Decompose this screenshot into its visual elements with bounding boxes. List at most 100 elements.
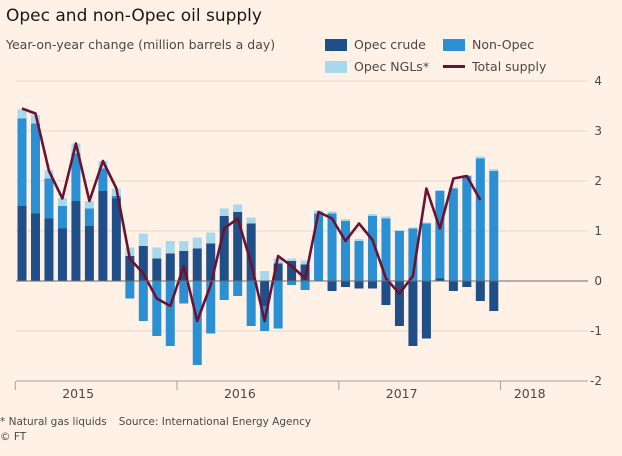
bar-opec-crude <box>394 281 404 326</box>
y-tick-label: 0 <box>594 274 602 288</box>
bar-non-opec <box>192 281 202 365</box>
bar-opec-ngls <box>341 219 351 221</box>
bar-non-opec <box>84 208 94 226</box>
bar-non-opec <box>17 118 27 206</box>
bar-opec-crude <box>138 246 148 281</box>
bar-non-opec <box>152 281 162 336</box>
bar-non-opec <box>394 231 404 281</box>
bar-opec-crude <box>192 248 202 281</box>
copyright: © FT <box>0 431 27 443</box>
bar-non-opec <box>435 191 445 279</box>
y-tick-label: -2 <box>590 374 602 388</box>
x-tick-label-year: 2017 <box>386 386 418 401</box>
bar-non-opec <box>233 281 243 296</box>
bar-opec-ngls <box>192 237 202 249</box>
bars <box>17 109 499 365</box>
bar-opec-ngls <box>17 109 27 119</box>
bar-opec-crude <box>260 281 270 306</box>
bar-opec-crude <box>435 278 445 281</box>
bar-opec-ngls <box>367 214 377 216</box>
bar-opec-ngls <box>408 227 418 229</box>
bar-non-opec <box>462 176 472 281</box>
bar-opec-crude <box>17 206 27 281</box>
bar-non-opec <box>341 221 351 281</box>
chart-subtitle: Year-on-year change (million barrels a d… <box>6 37 276 52</box>
bar-non-opec <box>327 213 337 281</box>
bar-opec-crude <box>165 253 175 281</box>
bar-opec-crude <box>341 281 351 287</box>
bar-opec-ngls <box>84 201 94 209</box>
chart-title: Opec and non-Opec oil supply <box>6 6 262 26</box>
bar-opec-crude <box>327 281 337 291</box>
bar-opec-ngls <box>165 241 175 254</box>
bar-opec-crude <box>206 243 216 281</box>
x-tick-label-year: 2018 <box>514 386 546 401</box>
total-supply-line <box>21 107 482 323</box>
bar-non-opec <box>125 281 135 299</box>
bar-opec-ngls <box>448 187 458 189</box>
bar-opec-ngls <box>287 258 297 261</box>
bar-opec-crude <box>84 226 94 281</box>
bar-opec-ngls <box>394 230 404 231</box>
bar-non-opec <box>206 281 216 334</box>
bar-non-opec <box>314 213 324 281</box>
bar-non-opec <box>367 216 377 281</box>
bar-opec-ngls <box>219 208 229 216</box>
bar-opec-ngls <box>327 211 337 214</box>
bar-opec-ngls <box>475 156 485 159</box>
bar-non-opec <box>273 281 283 329</box>
y-tick-label: 1 <box>594 224 602 238</box>
bar-opec-crude <box>421 281 431 339</box>
bar-opec-ngls <box>233 204 243 212</box>
bar-opec-crude <box>354 281 364 289</box>
bar-opec-ngls <box>57 198 67 206</box>
bar-non-opec <box>489 171 499 281</box>
bar-opec-crude <box>448 281 458 291</box>
bar-opec-crude <box>367 281 377 289</box>
bar-non-opec <box>165 281 175 346</box>
chart-plot: 4 3 2 1 0 -1 -2 2015 2016 2017 2018 <box>14 74 602 401</box>
bar-non-opec <box>138 281 148 321</box>
bar-non-opec <box>71 153 81 201</box>
bar-non-opec <box>246 281 256 326</box>
bar-opec-crude <box>152 258 162 281</box>
bar-opec-crude <box>30 213 40 281</box>
bar-opec-crude <box>98 191 108 281</box>
x-tick-label-year: 2016 <box>224 386 256 401</box>
y-tick-label: -1 <box>590 324 602 338</box>
bar-opec-crude <box>233 212 243 281</box>
bar-opec-ngls <box>489 169 499 171</box>
bar-non-opec <box>44 178 54 219</box>
total-supply-line-group <box>21 107 482 323</box>
y-tick-label: 4 <box>594 74 602 88</box>
bar-opec-crude <box>381 281 391 305</box>
bar-opec-crude <box>246 223 256 281</box>
bar-opec-ngls <box>30 115 40 124</box>
bar-opec-ngls <box>300 260 310 265</box>
footnote-asterisk: * Natural gas liquids <box>0 416 107 428</box>
bar-opec-crude <box>111 198 121 281</box>
axes: 4 3 2 1 0 -1 -2 2015 2016 2017 2018 <box>14 74 602 401</box>
bar-opec-ngls <box>435 190 445 191</box>
bar-opec-ngls <box>421 222 431 224</box>
bar-opec-ngls <box>354 239 364 241</box>
bar-opec-ngls <box>260 271 270 281</box>
bar-opec-crude <box>287 261 297 281</box>
bar-opec-crude <box>273 263 283 281</box>
bar-opec-crude <box>57 228 67 281</box>
bar-opec-ngls <box>179 241 189 251</box>
y-tick-label: 3 <box>594 124 602 138</box>
bar-non-opec <box>30 123 40 214</box>
bar-non-opec <box>98 168 108 191</box>
footnote: * Natural gas liquids Source: Internation… <box>0 416 311 428</box>
bar-non-opec <box>300 281 310 290</box>
bar-non-opec <box>219 281 229 300</box>
footnote-source: Source: International Energy Agency <box>118 416 312 428</box>
bar-opec-ngls <box>138 233 148 246</box>
bar-non-opec <box>111 196 121 199</box>
bar-opec-ngls <box>246 217 256 224</box>
bar-opec-ngls <box>206 232 216 244</box>
bar-opec-crude <box>219 216 229 281</box>
bar-non-opec <box>408 228 418 281</box>
bar-opec-crude <box>475 281 485 301</box>
